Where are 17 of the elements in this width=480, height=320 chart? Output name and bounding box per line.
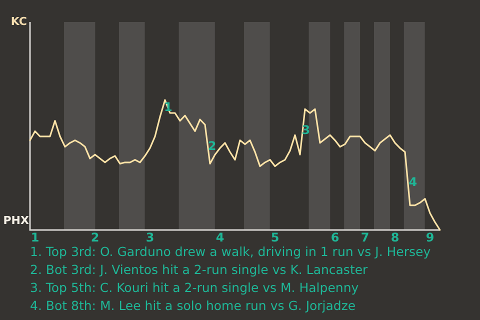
- x-tick-label: 2: [90, 230, 100, 244]
- text: 4. Bot 8th: M. Lee hit a solo home run vs G. Jorjadze: [30, 297, 357, 315]
- x-tick-label: 6: [330, 230, 340, 244]
- annotation: 4: [408, 175, 418, 190]
- x-tick-label: 9: [426, 230, 434, 244]
- text: PHX: [3, 214, 30, 227]
- x-tick-label: 7: [360, 230, 370, 244]
- text: KC: [10, 14, 27, 28]
- x-tick-label: 5: [270, 230, 280, 244]
- annotation: 2: [208, 138, 216, 153]
- x-tick-label: 8: [390, 230, 400, 244]
- x-tick-label: 1: [30, 230, 40, 244]
- text: 3. Top 5th: C. Kouri hit a 2-run single vs M. Halpenny: [30, 279, 360, 297]
- text: 1. Top 3rd: O. Garduno drew a walk, driving in 1 run vs J. Hersey: [30, 243, 431, 261]
- text: 2. Bot 3rd: J. Vientos hit a 2-run single vs K. Lancaster: [30, 261, 369, 279]
- x-tick-label: 4: [216, 230, 224, 244]
- x-tick-label: 3: [146, 230, 154, 244]
